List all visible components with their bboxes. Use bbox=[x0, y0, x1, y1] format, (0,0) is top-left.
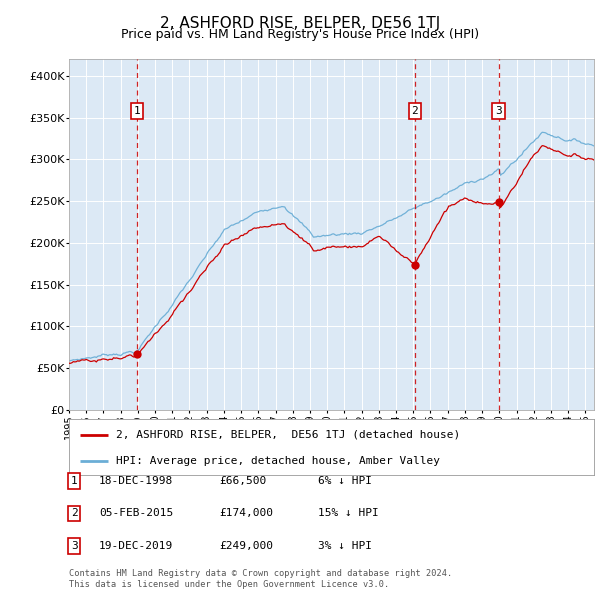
Text: 2: 2 bbox=[412, 106, 418, 116]
Text: 19-DEC-2019: 19-DEC-2019 bbox=[99, 541, 173, 550]
Text: 1: 1 bbox=[71, 476, 77, 486]
Text: Contains HM Land Registry data © Crown copyright and database right 2024.
This d: Contains HM Land Registry data © Crown c… bbox=[69, 569, 452, 589]
Text: 05-FEB-2015: 05-FEB-2015 bbox=[99, 509, 173, 518]
Text: 2: 2 bbox=[71, 509, 77, 518]
Text: 2, ASHFORD RISE, BELPER,  DE56 1TJ (detached house): 2, ASHFORD RISE, BELPER, DE56 1TJ (detac… bbox=[116, 430, 461, 440]
Text: £174,000: £174,000 bbox=[219, 509, 273, 518]
Text: 18-DEC-1998: 18-DEC-1998 bbox=[99, 476, 173, 486]
Text: 3: 3 bbox=[495, 106, 502, 116]
Text: 2, ASHFORD RISE, BELPER, DE56 1TJ: 2, ASHFORD RISE, BELPER, DE56 1TJ bbox=[160, 16, 440, 31]
Text: 3% ↓ HPI: 3% ↓ HPI bbox=[318, 541, 372, 550]
Text: 3: 3 bbox=[71, 541, 77, 550]
Text: 6% ↓ HPI: 6% ↓ HPI bbox=[318, 476, 372, 486]
Text: HPI: Average price, detached house, Amber Valley: HPI: Average price, detached house, Ambe… bbox=[116, 456, 440, 466]
Text: £249,000: £249,000 bbox=[219, 541, 273, 550]
Text: 1: 1 bbox=[134, 106, 140, 116]
Text: £66,500: £66,500 bbox=[219, 476, 266, 486]
Text: 15% ↓ HPI: 15% ↓ HPI bbox=[318, 509, 379, 518]
Text: Price paid vs. HM Land Registry's House Price Index (HPI): Price paid vs. HM Land Registry's House … bbox=[121, 28, 479, 41]
